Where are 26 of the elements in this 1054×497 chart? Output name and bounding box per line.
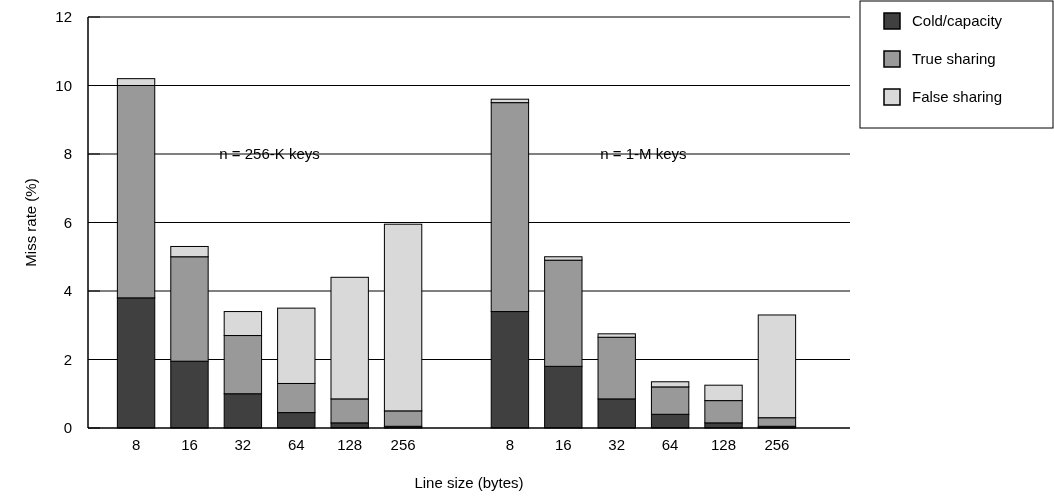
x-tick-label: 256: [764, 436, 790, 453]
x-tick-label: 32: [608, 436, 626, 453]
y-tick-label: 0: [63, 419, 72, 437]
legend-label: False sharing: [912, 88, 1003, 106]
x-tick-label: 8: [131, 436, 141, 453]
y-tick-label: 10: [55, 76, 72, 94]
y-tick-label: 6: [63, 213, 72, 231]
y-tick-label: 8: [63, 145, 72, 163]
legend-label: True sharing: [912, 50, 996, 68]
annotation: n = 1-M keys: [600, 145, 687, 163]
x-tick-label: 16: [181, 436, 198, 453]
y-axis-title: Miss rate (%): [22, 178, 39, 267]
annotation: n = 256-K keys: [219, 145, 320, 163]
x-tick-label: 128: [711, 436, 737, 453]
x-tick-label: 8: [505, 436, 515, 453]
y-tick-label: 4: [63, 282, 72, 300]
x-tick-label: 64: [287, 436, 305, 453]
x-tick-label: 256: [390, 436, 416, 453]
x-tick-label: 64: [661, 436, 679, 453]
y-tick-label: 2: [63, 350, 72, 368]
legend-label: Cold/capacity: [912, 12, 1003, 30]
x-tick-label: 128: [337, 436, 363, 453]
x-tick-label: 16: [554, 436, 572, 453]
x-axis-title: Line size (bytes): [414, 474, 524, 491]
y-tick-label: 12: [55, 8, 72, 26]
x-tick-label: 32: [234, 436, 252, 453]
